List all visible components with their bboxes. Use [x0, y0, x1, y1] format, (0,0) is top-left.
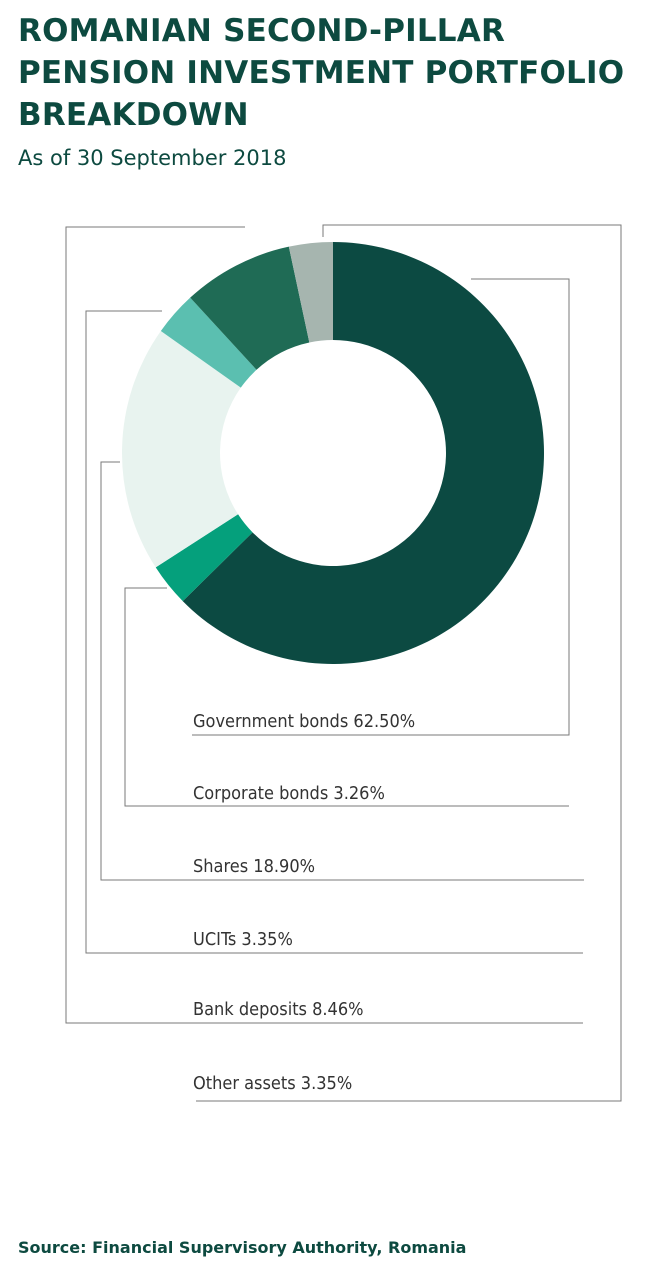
slice-ucits — [160, 297, 257, 388]
leader-line-corporate-bonds — [124, 587, 569, 807]
slice-bank-deposits — [190, 246, 310, 370]
label-shares: Shares 18.90% — [193, 856, 315, 877]
slice-other-assets — [288, 242, 333, 343]
slice-corporate-bonds — [155, 514, 253, 602]
leader-line-bank-deposits — [65, 226, 583, 1024]
label-government-bonds: Government bonds 62.50% — [193, 711, 415, 732]
legend-labels: Government bonds 62.50% Corporate bonds 3… — [193, 711, 415, 1094]
chart-title: ROMANIAN SECOND-PILLAR PENSION INVESTMEN… — [18, 13, 625, 133]
donut-slices — [121, 242, 544, 664]
label-other-assets: Other assets 3.35% — [193, 1073, 352, 1094]
leader-line-other-assets — [196, 224, 622, 1102]
chart-subtitle: As of 30 September 2018 — [18, 146, 287, 170]
source-note: Source: Financial Supervisory Authority,… — [18, 1238, 467, 1257]
donut-chart: Government bonds 62.50% Corporate bonds 3… — [65, 224, 622, 1102]
label-ucits: UCITs 3.35% — [193, 929, 293, 950]
slice-government-bonds — [182, 242, 544, 664]
label-corporate-bonds: Corporate bonds 3.26% — [193, 783, 385, 804]
label-bank-deposits: Bank deposits 8.46% — [193, 999, 364, 1020]
leader-line-shares — [100, 461, 584, 881]
slice-shares — [121, 330, 241, 568]
leader-line-government-bonds — [192, 278, 570, 736]
leader-lines — [65, 224, 622, 1102]
leader-line-ucits — [85, 310, 583, 954]
